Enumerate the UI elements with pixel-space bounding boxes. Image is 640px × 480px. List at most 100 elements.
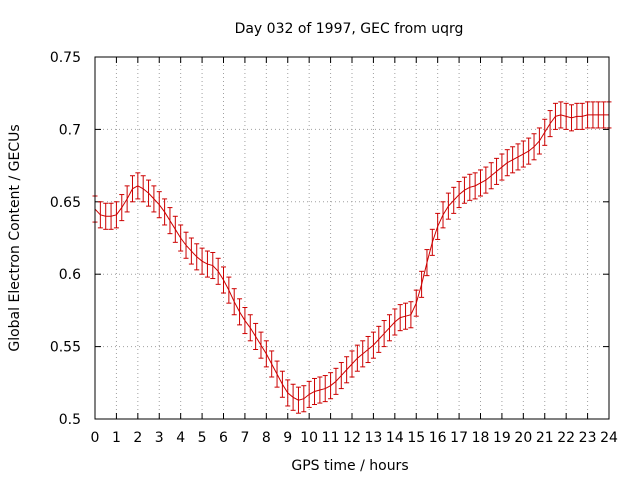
x-tick-label: 11 [322, 430, 340, 446]
error-bar [563, 102, 569, 130]
x-tick-label: 3 [155, 430, 164, 446]
error-bar [547, 110, 553, 138]
error-bar [226, 276, 232, 304]
x-tick-label: 12 [343, 430, 361, 446]
error-bar [108, 202, 114, 230]
error-bar [569, 104, 575, 132]
error-bar [440, 201, 446, 229]
error-bar [531, 133, 537, 161]
error-bar [386, 314, 392, 342]
error-bar [590, 101, 596, 129]
x-tick-label: 23 [579, 430, 597, 446]
x-tick-label: 5 [198, 430, 207, 446]
error-bar [242, 307, 248, 335]
error-bar [413, 289, 419, 317]
error-bar [526, 137, 532, 165]
grid-lines [95, 57, 609, 419]
error-bar [263, 340, 269, 368]
x-tick-label: 9 [283, 430, 292, 446]
error-bar [129, 175, 135, 203]
error-bar [536, 127, 542, 155]
error-bar [510, 146, 516, 174]
error-bar [349, 350, 355, 378]
error-bar [301, 385, 307, 413]
error-bar [285, 379, 291, 407]
x-tick-label: 22 [557, 430, 575, 446]
error-bar [199, 247, 205, 275]
y-tick-label: 0.6 [59, 267, 81, 283]
x-tick-label: 19 [493, 430, 511, 446]
error-bar [258, 331, 264, 359]
chart-title: Day 032 of 1997, GEC from uqrg [235, 21, 464, 37]
x-tick-label: 13 [365, 430, 383, 446]
x-tick-label: 20 [514, 430, 532, 446]
error-bar [172, 215, 178, 243]
error-bar [504, 149, 510, 177]
error-bar [119, 194, 125, 222]
tick-labels: 0 1 2 3 4 5 6 7 8 9 10 11 12 13 14 15 16 17 18 19 20 21 22 23 24… [50, 50, 618, 446]
error-bar [338, 362, 344, 390]
error-bar [215, 257, 221, 285]
error-bar [424, 249, 430, 277]
x-tick-label: 4 [176, 430, 185, 446]
error-bar [295, 386, 301, 414]
x-tick-label: 17 [450, 430, 468, 446]
error-bar [103, 202, 109, 230]
x-tick-label: 6 [219, 430, 228, 446]
error-bar [183, 231, 189, 259]
error-bar [542, 118, 548, 146]
error-bar [306, 380, 312, 408]
error-bar [344, 356, 350, 384]
x-tick-label: 24 [600, 430, 618, 446]
error-bar [290, 383, 296, 411]
error-bar [231, 288, 237, 316]
error-bar [397, 304, 403, 332]
error-bar [194, 243, 200, 271]
error-bar [135, 172, 141, 200]
error-bar [419, 270, 425, 298]
y-axis-title: Global Electron Content / GECUs [7, 124, 23, 351]
error-bar [162, 198, 168, 226]
error-bar [515, 143, 521, 171]
error-bar [188, 237, 194, 265]
y-tick-label: 0.55 [50, 340, 81, 356]
error-bar [204, 250, 210, 278]
error-bar [601, 101, 607, 129]
error-bar [97, 201, 103, 229]
y-tick-label: 0.7 [59, 122, 81, 138]
error-bar [456, 181, 462, 209]
error-bar [370, 331, 376, 359]
plot-frame [94, 56, 610, 420]
error-bar [178, 224, 184, 252]
y-tick-label: 0.75 [50, 50, 81, 66]
data-series [92, 101, 612, 414]
error-bar [354, 344, 360, 372]
error-bar [333, 367, 339, 395]
error-bar [429, 228, 435, 256]
x-axis-title: GPS time / hours [291, 458, 408, 474]
error-bar [247, 314, 253, 342]
error-bar [558, 101, 564, 129]
error-bar [472, 172, 478, 200]
error-bar [140, 175, 146, 203]
error-bar [435, 212, 441, 240]
y-tick-label: 0.5 [59, 412, 81, 428]
y-tick-label: 0.65 [50, 195, 81, 211]
error-bar [499, 153, 505, 181]
error-bar [494, 157, 500, 185]
x-tick-label: 21 [536, 430, 554, 446]
error-bar [595, 101, 601, 129]
x-tick-label: 16 [429, 430, 447, 446]
error-bar [478, 169, 483, 197]
error-bar [124, 185, 130, 213]
error-bar [269, 350, 275, 378]
error-bar [520, 140, 526, 168]
error-bar [574, 102, 580, 130]
error-bar [279, 370, 285, 398]
x-tick-label: 15 [407, 430, 425, 446]
x-tick-label: 14 [386, 430, 404, 446]
error-bar [408, 301, 414, 329]
error-bar [381, 320, 387, 348]
x-tick-label: 0 [91, 430, 100, 446]
